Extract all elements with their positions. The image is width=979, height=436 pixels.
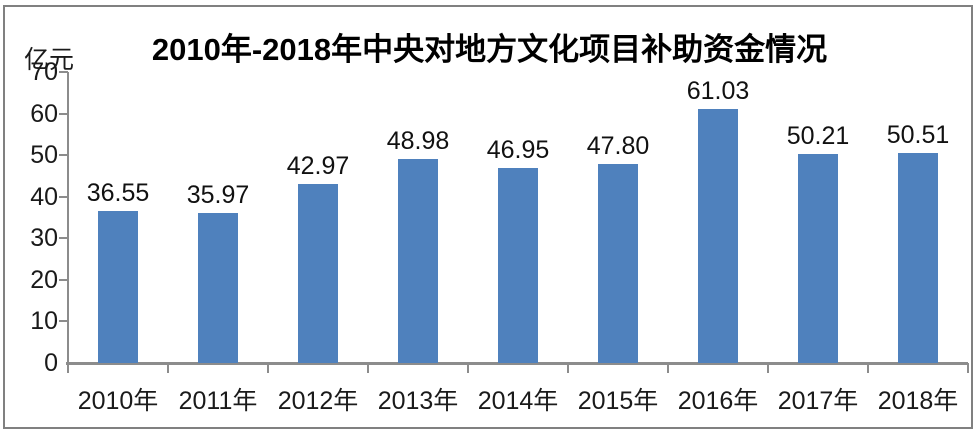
y-axis-tick-label: 40 [30,182,58,211]
x-axis-label: 2012年 [277,387,359,415]
x-axis-tick-mark [367,363,369,373]
y-axis-unit-label: 亿元 [24,46,75,74]
x-axis-label: 2014年 [477,387,559,415]
x-axis-tick-mark [867,363,869,373]
data-label: 47.80 [586,132,650,161]
bar-2011 [198,213,238,363]
x-axis-line [66,362,968,365]
x-axis-tick-mark [67,363,69,373]
x-axis-label: 2016年 [677,387,759,415]
bar-2014 [498,167,538,363]
bar-2013 [398,159,438,363]
bar-2015 [598,164,638,363]
x-axis-tick-mark [267,363,269,373]
y-axis-tick-mark [59,320,68,323]
data-label: 46.95 [486,135,550,164]
x-axis-label: 2010年 [77,387,159,415]
y-axis-tick-label: 30 [30,224,58,253]
x-axis-label: 2018年 [877,387,959,415]
data-label: 48.98 [386,127,450,156]
x-axis-label: 2015年 [577,387,659,415]
x-axis-tick-mark [967,363,969,373]
x-axis-label: 2013年 [377,387,459,415]
data-label: 36.55 [86,179,150,208]
y-axis-tick-mark [59,112,68,115]
bar-2018 [898,153,938,363]
y-axis-tick-label: 50 [30,141,58,170]
data-label: 35.97 [186,181,250,210]
bar-2016 [698,109,738,363]
x-axis-tick-mark [467,363,469,373]
y-axis-tick-label: 20 [30,265,58,294]
data-label: 42.97 [286,152,350,181]
x-axis-tick-mark [167,363,169,373]
y-axis-tick-mark [59,154,68,157]
bar-2010 [98,211,138,363]
bar-2012 [298,184,338,363]
x-axis-tick-mark [667,363,669,373]
data-label: 50.21 [786,122,850,151]
data-label: 50.51 [886,121,950,150]
y-axis-tick-mark [59,195,68,198]
x-axis-label: 2011年 [178,387,258,415]
y-axis-tick-mark [59,278,68,281]
chart-title: 2010年-2018年中央对地方文化项目补助资金情况 [151,32,828,67]
x-axis-tick-mark [767,363,769,373]
y-axis-tick-label: 70 [30,58,58,86]
y-axis-tick-mark [59,71,68,73]
y-axis-tick-label: 10 [30,307,58,336]
y-axis-tick-label: 60 [30,99,58,128]
x-axis-label: 2017年 [777,387,859,415]
x-axis-tick-mark [567,363,569,373]
data-label: 61.03 [686,77,750,106]
y-axis-tick-label: 0 [44,349,58,377]
y-axis-line [67,72,69,373]
bar-2017 [798,154,838,363]
y-axis-tick-mark [59,237,68,240]
